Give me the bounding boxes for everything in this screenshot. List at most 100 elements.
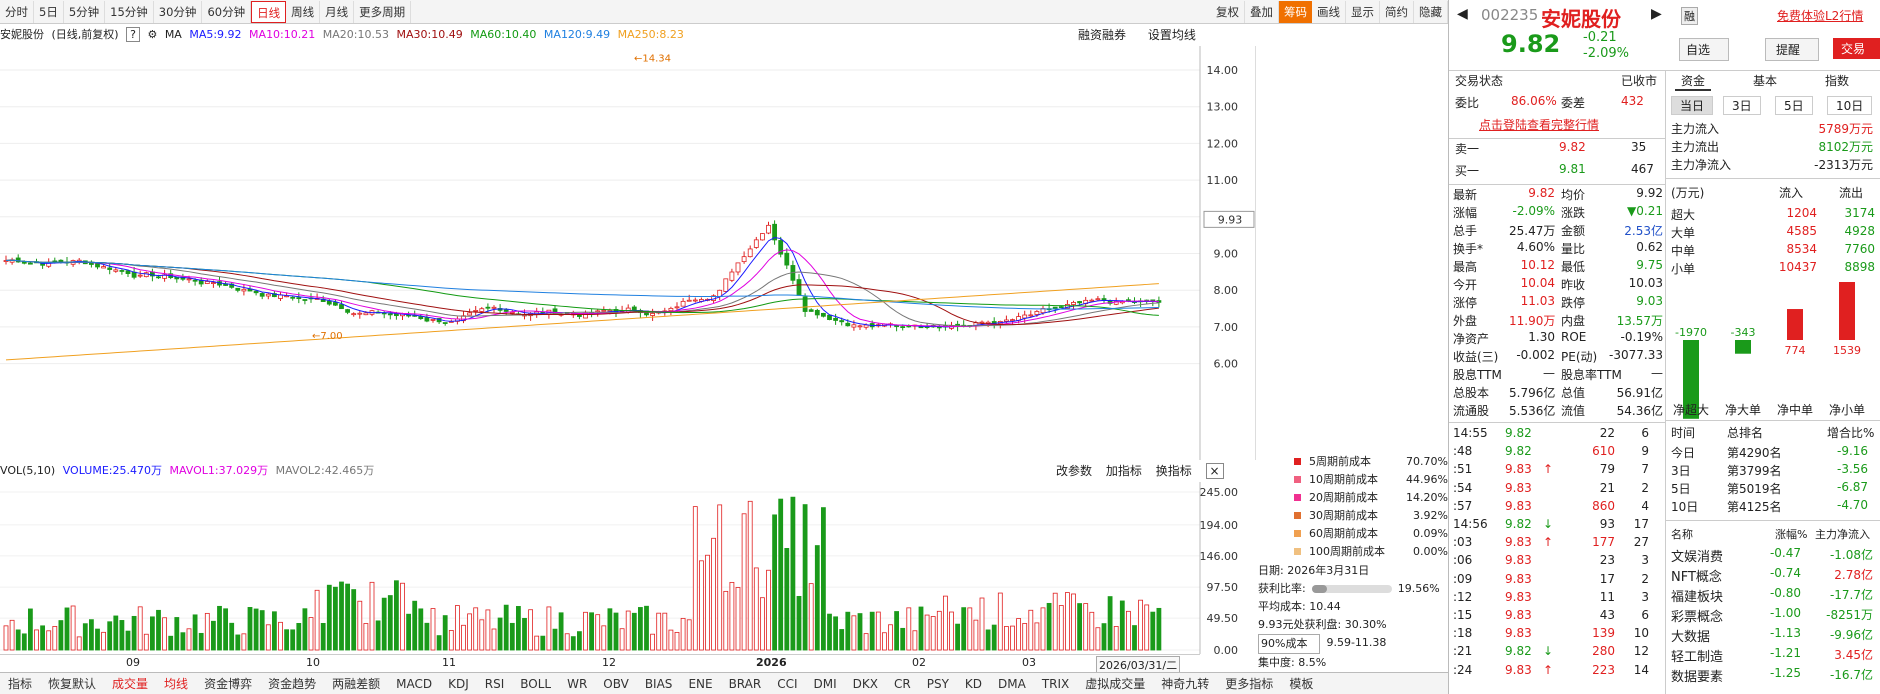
settings-icon[interactable]: ⚙ — [147, 28, 158, 41]
sector-name[interactable]: 数据要素 — [1671, 670, 1724, 685]
sector-name[interactable]: 彩票概念 — [1671, 610, 1724, 625]
indicator-tab-9[interactable]: RSI — [484, 676, 505, 691]
period-8[interactable]: 月线 — [320, 0, 355, 23]
period-0[interactable]: 分时 — [0, 0, 34, 23]
indicator-tab-20[interactable]: PSY — [926, 676, 949, 691]
stat-value: 2.53亿 — [1624, 224, 1663, 238]
indicator-tab-17[interactable]: DMI — [813, 676, 837, 691]
change-param-button[interactable]: 改参数 — [1056, 464, 1093, 478]
period-3[interactable]: 15分钟 — [105, 0, 154, 23]
indicator-tab-6[interactable]: 两融差额 — [332, 677, 381, 691]
indicator-tab-19[interactable]: CR — [894, 676, 911, 691]
login-link[interactable]: 点击登陆查看完整行情 — [1479, 118, 1600, 132]
vol-bar — [1132, 625, 1137, 651]
indicator-tab-22[interactable]: DMA — [998, 676, 1026, 691]
tool-0[interactable]: 复权 — [1211, 0, 1245, 23]
period-5[interactable]: 60分钟 — [202, 0, 252, 23]
add-indicator-button[interactable]: 加指标 — [1105, 464, 1142, 478]
candle-body — [772, 223, 777, 241]
fund-bar-label: 净超大 — [1673, 402, 1709, 417]
period-2[interactable]: 5日 — [1775, 96, 1813, 115]
trade-button[interactable]: 交易 — [1833, 38, 1880, 59]
kline-chart[interactable]: 14.0013.0012.0011.0010.009.008.007.006.0… — [0, 46, 1256, 460]
indicator-tab-11[interactable]: WR — [567, 676, 588, 691]
stat-label: 净资产 — [1453, 332, 1490, 346]
sector-name[interactable]: 福建板块 — [1671, 590, 1724, 605]
indicator-tab-4[interactable]: 资金博弈 — [204, 677, 253, 691]
sector-name[interactable]: NFT概念 — [1671, 570, 1722, 585]
sector-name[interactable]: 大数据 — [1671, 630, 1711, 645]
sector-pct: -1.00 — [1769, 606, 1801, 620]
indicator-tab-24[interactable]: 虚拟成交量 — [1085, 677, 1146, 691]
alert-button[interactable]: 提醒 — [1765, 38, 1820, 61]
margin-button[interactable]: 融资融券 — [1078, 28, 1127, 42]
indicator-tab-13[interactable]: BIAS — [644, 676, 673, 691]
vol-bar — [1107, 596, 1113, 651]
indicator-tab-3[interactable]: 均线 — [164, 677, 189, 691]
indicator-tab-5[interactable]: 资金趋势 — [268, 677, 317, 691]
margin-tag: 融 — [1681, 7, 1698, 25]
period-2[interactable]: 5分钟 — [64, 0, 106, 23]
period-1[interactable]: 5日 — [34, 0, 64, 23]
legend-pct: 0.09% — [1413, 526, 1448, 540]
indicator-tab-25[interactable]: 神奇九转 — [1161, 677, 1210, 691]
tool-6[interactable]: 隐藏 — [1414, 0, 1448, 23]
watchlist-button[interactable]: 自选 — [1679, 38, 1730, 61]
vol-bar — [1095, 627, 1101, 651]
volume-chart[interactable]: 245.00 194.00 146.00 97.50 49.50 0.00 — [0, 482, 1256, 654]
vol-bar — [296, 623, 302, 651]
tool-4[interactable]: 显示 — [1346, 0, 1380, 23]
indicator-tab-23[interactable]: TRIX — [1041, 676, 1070, 691]
indicator-tab-27[interactable]: 模板 — [1289, 677, 1314, 691]
period-9[interactable]: 更多周期 — [354, 0, 412, 23]
vol-bar — [149, 616, 155, 651]
indicator-tab-16[interactable]: CCI — [777, 676, 798, 691]
indicator-tab-10[interactable]: BOLL — [520, 676, 552, 691]
period-0[interactable]: 当日 — [1671, 96, 1714, 115]
fund-tab-0[interactable]: 资金 — [1675, 72, 1712, 91]
period-3[interactable]: 10日 — [1827, 96, 1873, 115]
candle-body — [393, 313, 399, 317]
tool-3[interactable]: 画线 — [1312, 0, 1346, 23]
range-select[interactable]: 90%成本 — [1258, 634, 1321, 654]
indicator-tab-15[interactable]: BRAR — [728, 676, 762, 691]
indicator-tab-2[interactable]: 成交量 — [112, 677, 149, 691]
indicator-tab-7[interactable]: MACD — [396, 676, 433, 691]
indicator-tab-1[interactable]: 恢复默认 — [48, 677, 97, 691]
vol-bar — [631, 612, 637, 651]
indicator-tab-21[interactable]: KD — [964, 676, 983, 691]
tool-1[interactable]: 叠加 — [1245, 0, 1279, 23]
vol-bar — [778, 498, 784, 651]
period-1[interactable]: 3日 — [1723, 96, 1761, 115]
period-4[interactable]: 30分钟 — [154, 0, 203, 23]
sector-pct: -1.21 — [1769, 646, 1801, 660]
switch-indicator-button[interactable]: 换指标 — [1155, 464, 1192, 478]
divider — [1449, 138, 1665, 139]
close-icon[interactable]: × — [1205, 463, 1224, 479]
indicator-tab-0[interactable]: 指标 — [8, 677, 33, 691]
ma-setting-button[interactable]: 设置均线 — [1147, 28, 1196, 42]
indicator-tab-8[interactable]: KDJ — [448, 676, 469, 691]
vol-bar — [784, 548, 790, 651]
period-7[interactable]: 周线 — [286, 0, 321, 23]
tool-5[interactable]: 简约 — [1380, 0, 1414, 23]
indicator-tab-18[interactable]: DKX — [852, 676, 878, 691]
sector-name[interactable]: 轻工制造 — [1671, 650, 1724, 665]
sector-name[interactable]: 文娱消费 — [1671, 550, 1724, 565]
fund-tab-2[interactable]: 指数 — [1825, 74, 1850, 88]
vol-bar — [1083, 603, 1089, 651]
fund-bar-value: 774 — [1785, 344, 1806, 357]
prev-stock-icon[interactable]: ◀ — [1457, 6, 1468, 22]
tool-2[interactable]: 筹码 — [1279, 0, 1312, 23]
indicator-tab-26[interactable]: 更多指标 — [1225, 677, 1274, 691]
promo-link[interactable]: 免费体验L2行情 — [1777, 9, 1864, 23]
next-stock-icon[interactable]: ▶ — [1651, 6, 1662, 22]
indicator-tab-14[interactable]: ENE — [688, 676, 713, 691]
candle-body — [332, 302, 338, 306]
help-icon[interactable]: ? — [126, 27, 140, 42]
vol-bar — [40, 625, 45, 651]
vol-bar — [857, 613, 863, 651]
period-6[interactable]: 日线 — [251, 0, 287, 23]
fund-tab-1[interactable]: 基本 — [1753, 74, 1778, 88]
indicator-tab-12[interactable]: OBV — [603, 676, 629, 691]
